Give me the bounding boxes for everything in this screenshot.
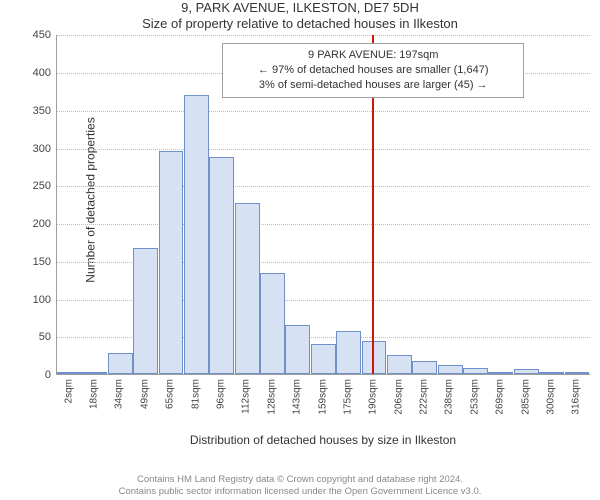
y-tick-label: 50 [39,331,57,343]
x-tick-label: 285sqm [520,379,531,415]
histogram-bar [108,353,133,374]
histogram-bar [336,331,361,374]
histogram-bar [159,151,184,374]
histogram-bar [209,157,234,375]
y-tick-label: 300 [33,143,57,155]
y-tick-label: 450 [33,29,57,41]
annotation-line-2: ← 97% of detached houses are smaller (1,… [229,63,517,78]
y-tick-label: 0 [45,369,57,381]
x-tick-label: 143sqm [292,379,303,415]
y-tick-label: 400 [33,67,57,79]
grid-line [57,224,590,225]
footer-attribution: Contains HM Land Registry data © Crown c… [0,474,600,498]
x-tick-label: 190sqm [368,379,379,415]
x-tick-label: 81sqm [190,379,201,409]
y-tick-label: 200 [33,218,57,230]
y-tick-label: 250 [33,180,57,192]
histogram-bar [133,248,158,374]
plot-region: 0501001502002503003504004509 PARK AVENUE… [56,35,590,375]
grid-line [57,35,590,36]
annotation-line-1: 9 PARK AVENUE: 197sqm [229,48,517,63]
y-tick-label: 100 [33,294,57,306]
histogram-bar [387,355,412,374]
x-tick-label: 128sqm [266,379,277,415]
x-tick-label: 253sqm [469,379,480,415]
x-tick-label: 300sqm [545,379,556,415]
x-tick-label: 34sqm [114,379,125,409]
annotation-box: 9 PARK AVENUE: 197sqm← 97% of detached h… [222,43,524,98]
histogram-bar [539,372,564,374]
histogram-bar [82,372,107,374]
x-tick-label: 112sqm [241,379,252,414]
x-tick-label: 96sqm [215,379,226,409]
histogram-bar [260,273,285,374]
histogram-bar [184,95,209,375]
grid-line [57,111,590,112]
histogram-bar [438,365,463,374]
histogram-bar [235,203,260,374]
x-tick-label: 18sqm [89,379,100,409]
grid-line [57,186,590,187]
page-subtitle: Size of property relative to detached ho… [0,16,600,32]
histogram-bar [565,372,590,374]
chart-area: 0501001502002503003504004509 PARK AVENUE… [56,35,590,415]
x-tick-label: 175sqm [342,379,353,415]
grid-line [57,149,590,150]
x-axis-label: Distribution of detached houses by size … [56,433,590,447]
x-tick-label: 222sqm [419,379,430,415]
footer-line-1: Contains HM Land Registry data © Crown c… [0,474,600,486]
histogram-bar [57,372,82,374]
x-tick-label: 159sqm [317,379,328,415]
x-tick-label: 316sqm [571,379,582,415]
histogram-bar [412,361,437,374]
x-tick-label: 269sqm [495,379,506,415]
y-tick-label: 150 [33,256,57,268]
x-tick-label: 2sqm [63,379,74,403]
x-tick-label: 206sqm [393,379,404,415]
histogram-bar [514,369,539,374]
histogram-bar [285,325,310,374]
x-tick-label: 65sqm [165,379,176,409]
x-tick-label: 238sqm [444,379,455,415]
annotation-line-3: 3% of semi-detached houses are larger (4… [229,78,517,93]
page-title: 9, PARK AVENUE, ILKESTON, DE7 5DH [0,0,600,16]
footer-line-2: Contains public sector information licen… [0,486,600,498]
y-tick-label: 350 [33,105,57,117]
histogram-bar [311,344,336,374]
histogram-bar [463,368,488,374]
histogram-bar [488,372,513,374]
x-tick-label: 49sqm [139,379,150,409]
